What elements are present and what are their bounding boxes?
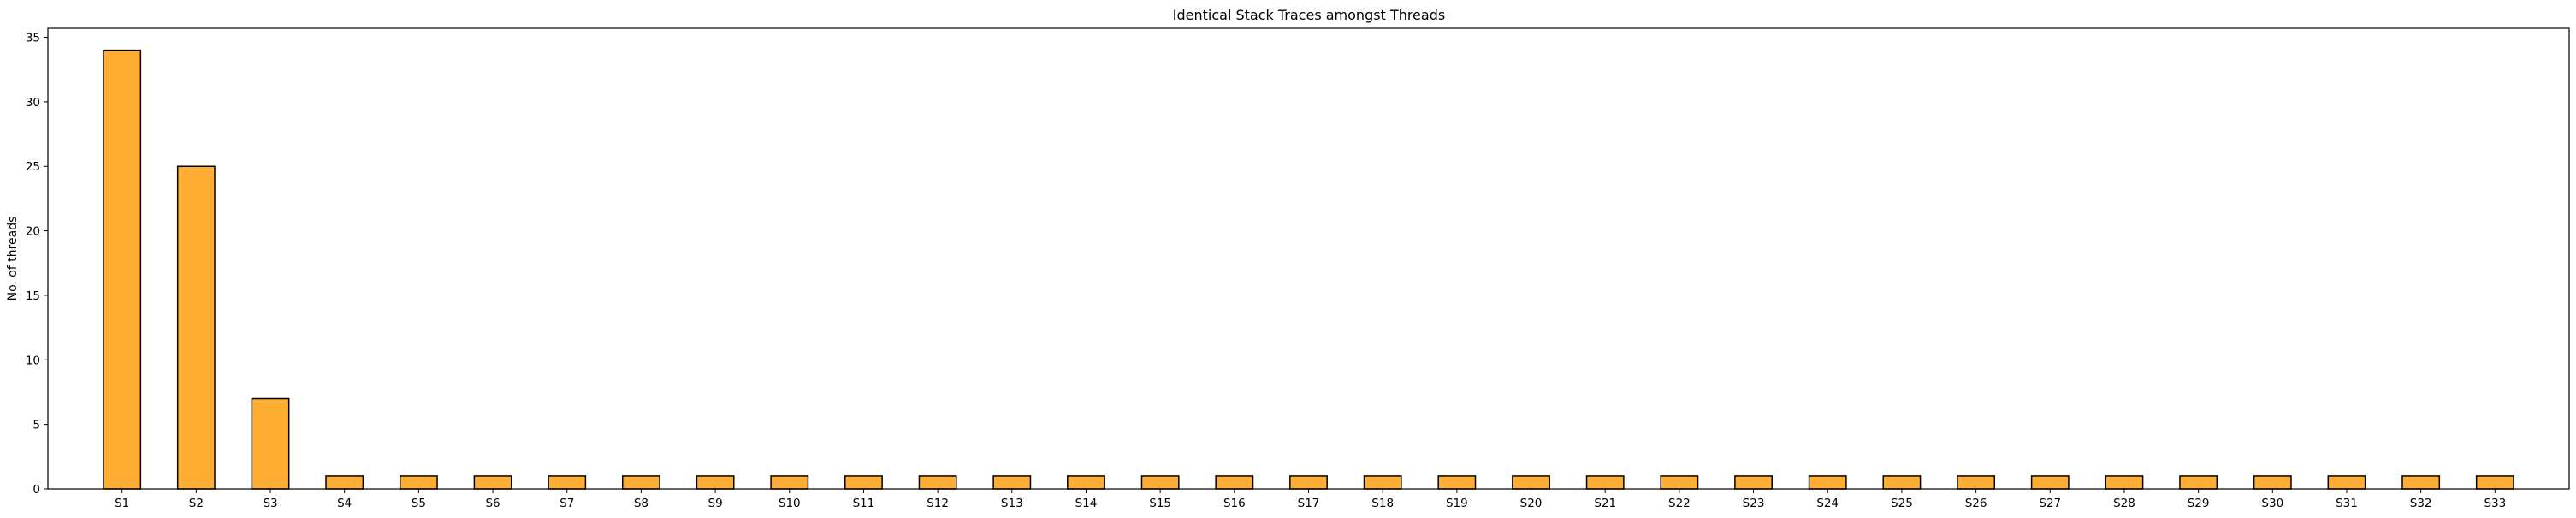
x-tick-label: S20 xyxy=(1520,497,1543,510)
y-tick-label: 10 xyxy=(26,354,40,367)
bar-S22 xyxy=(1660,475,1699,490)
bar-S33 xyxy=(2475,475,2514,490)
x-tick-label: S19 xyxy=(1446,497,1468,510)
y-axis-label: No. of threads xyxy=(6,217,20,301)
y-tick-label: 5 xyxy=(33,419,40,432)
bar-S18 xyxy=(1363,475,1402,490)
x-tick-label: S27 xyxy=(2039,497,2061,510)
x-tick-label: S7 xyxy=(560,497,574,510)
x-tick-label: S25 xyxy=(1891,497,1913,510)
x-tick-label: S10 xyxy=(779,497,801,510)
x-tick-label: S1 xyxy=(115,497,129,510)
bar-S19 xyxy=(1437,475,1477,490)
bars-layer xyxy=(103,49,2514,490)
x-tick-label: S16 xyxy=(1223,497,1246,510)
bar-S2 xyxy=(176,165,216,490)
y-tick-label: 0 xyxy=(33,483,40,497)
bar-S16 xyxy=(1215,475,1254,490)
bar-S27 xyxy=(2030,475,2070,490)
bar-S7 xyxy=(548,475,587,490)
bar-S6 xyxy=(473,475,512,490)
bar-S13 xyxy=(992,475,1032,490)
y-tick-label: 20 xyxy=(26,225,40,239)
bar-S29 xyxy=(2179,475,2218,490)
y-axis-ticks: 0 5 10 15 20 25 30 35 xyxy=(26,32,48,497)
bar-S5 xyxy=(399,475,438,490)
x-tick-label: S2 xyxy=(189,497,204,510)
x-tick-label: S3 xyxy=(263,497,277,510)
x-tick-label: S14 xyxy=(1075,497,1098,510)
x-tick-label: S13 xyxy=(1001,497,1023,510)
x-tick-label: S24 xyxy=(1816,497,1839,510)
x-tick-label: S21 xyxy=(1594,497,1616,510)
bar-S30 xyxy=(2253,475,2292,490)
bar-S8 xyxy=(621,475,660,490)
x-tick-label: S11 xyxy=(853,497,875,510)
y-tick-label: 25 xyxy=(26,160,40,174)
bar-S10 xyxy=(770,475,809,490)
chart-title: Identical Stack Traces amongst Threads xyxy=(1173,7,1445,23)
x-axis-ticks: S1 S2 S3 S4 S5 S6 S7 S8 S9 S10 S11 S12 S13 S14 S15 S16 S… xyxy=(115,489,2506,510)
x-tick-label: S18 xyxy=(1371,497,1394,510)
x-tick-label: S33 xyxy=(2484,497,2506,510)
bar-S32 xyxy=(2401,475,2441,490)
bar-S17 xyxy=(1289,475,1328,490)
x-tick-label: S12 xyxy=(927,497,949,510)
bar-S4 xyxy=(325,475,364,490)
y-tick-label: 35 xyxy=(26,32,40,45)
x-tick-label: S23 xyxy=(1743,497,1765,510)
bar-S24 xyxy=(1808,475,1847,490)
bar-S11 xyxy=(844,475,883,490)
bar-S15 xyxy=(1140,475,1180,490)
bar-S9 xyxy=(696,475,735,490)
bar-S31 xyxy=(2327,475,2366,490)
x-tick-label: S8 xyxy=(634,497,648,510)
y-tick-label: 30 xyxy=(26,96,40,110)
x-tick-label: S30 xyxy=(2261,497,2283,510)
x-tick-label: S9 xyxy=(708,497,723,510)
bar-S3 xyxy=(251,397,290,490)
x-tick-label: S31 xyxy=(2336,497,2358,510)
x-tick-label: S32 xyxy=(2410,497,2432,510)
bar-S26 xyxy=(1957,475,1996,490)
bar-S12 xyxy=(918,475,957,490)
x-tick-label: S15 xyxy=(1149,497,1171,510)
x-tick-label: S26 xyxy=(1965,497,1987,510)
bar-S20 xyxy=(1512,475,1550,490)
x-tick-label: S17 xyxy=(1298,497,1320,510)
x-tick-label: S5 xyxy=(412,497,426,510)
x-tick-label: S22 xyxy=(1668,497,1691,510)
x-tick-label: S28 xyxy=(2113,497,2135,510)
bar-S23 xyxy=(1734,475,1773,490)
plot-frame xyxy=(47,27,2570,490)
bar-S21 xyxy=(1585,475,1625,490)
y-tick-label: 15 xyxy=(26,289,40,303)
bar-S14 xyxy=(1067,475,1105,490)
x-tick-label: S6 xyxy=(485,497,500,510)
bar-S28 xyxy=(2105,475,2144,490)
x-tick-label: S4 xyxy=(337,497,352,510)
x-tick-label: S29 xyxy=(2188,497,2210,510)
bar-S25 xyxy=(1882,475,1922,490)
bar-S1 xyxy=(103,49,142,490)
